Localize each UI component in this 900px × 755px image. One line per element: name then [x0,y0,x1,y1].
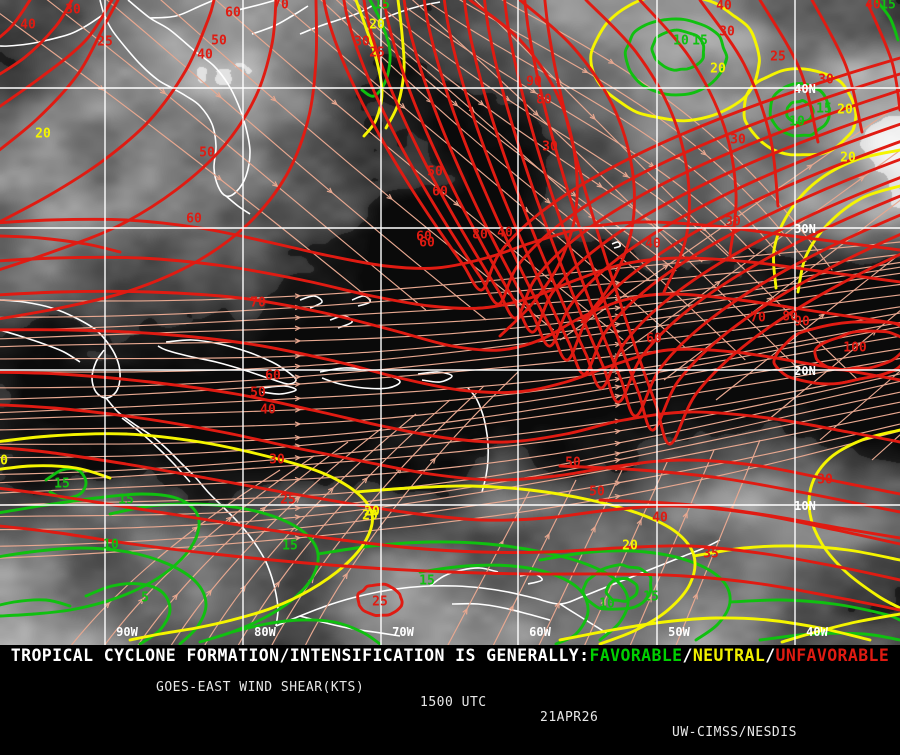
coastline-path [100,0,250,196]
headline-prefix: TROPICAL CYCLONE FORMATION/INTENSIFICATI… [11,646,590,665]
coastline-path [226,196,250,214]
valid-time: 1500 UTC [420,695,487,710]
coastline-path [158,340,296,384]
shear-contour [0,291,900,350]
streamline-path [0,392,900,506]
shear-contour-closed [652,30,704,70]
source-row: GOES-EAST WIND SHEAR(KTS) 1500 UTC 21APR… [0,665,900,755]
streamline-path [0,402,900,517]
shear-contour [560,618,870,640]
shear-contour [809,430,900,608]
shear-contour [876,0,898,40]
shear-contour-closed [770,84,829,136]
caption-bar: TROPICAL CYCLONE FORMATION/INTENSIFICATI… [0,645,900,680]
legend-favorable: FAVORABLE [589,646,682,665]
shear-contour [356,486,695,644]
shear-contour [0,466,110,478]
legend-separator-1: / [683,646,693,665]
shear-contour-closed [358,584,402,615]
shear-contour-closed [606,579,637,602]
shear-contour [0,0,214,232]
shear-contour [322,0,900,290]
valid-date: 21APR26 [540,710,598,725]
shear-contour [0,600,70,610]
coastline-path [150,0,214,18]
streamline-path [0,307,900,388]
contour-red-group [0,0,900,616]
product-name: GOES-EAST WIND SHEAR(KTS) [156,680,364,695]
coastline-path [262,386,296,394]
legend-unfavorable: UNFAVORABLE [776,646,890,665]
streamline-path [300,0,650,281]
latlon-grid-group [0,0,900,645]
contour-overlay-layer [0,0,900,645]
agency-credit: UW-CIMSS/NESDIS [672,725,797,740]
legend-separator-2: / [765,646,775,665]
shear-contour [0,486,900,580]
coastline-path [612,242,620,248]
streamline-path [230,400,450,645]
legend-neutral: NEUTRAL [693,646,765,665]
streamline-path [0,359,900,458]
shear-contour [0,0,118,165]
streamline-group [0,0,900,645]
headline-row: TROPICAL CYCLONE FORMATION/INTENSIFICATI… [0,646,900,665]
shear-contour-closed [583,565,651,609]
shear-contour [420,565,588,644]
shear-contour [760,633,900,640]
